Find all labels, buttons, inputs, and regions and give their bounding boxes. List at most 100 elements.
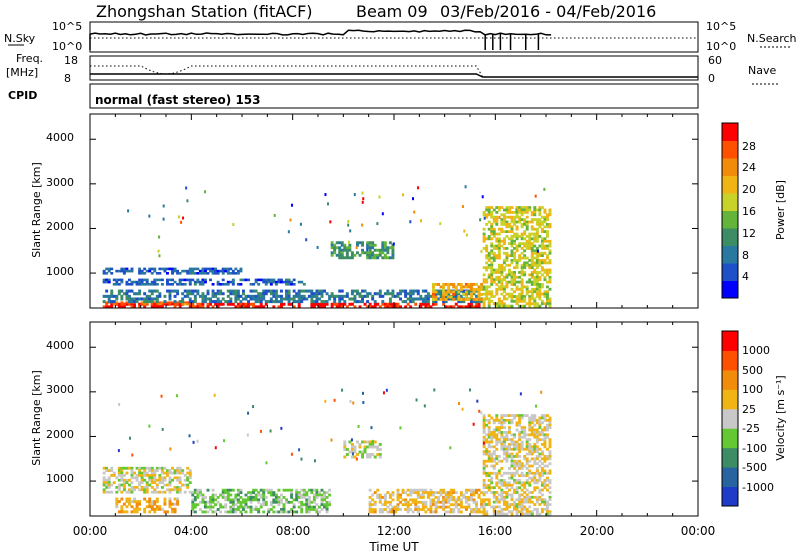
heatmap-cell [353,455,357,459]
heatmap-cell [447,498,451,502]
heatmap-cell [447,500,451,504]
heatmap-cell [219,269,223,273]
heatmap-cell [191,493,195,497]
heatmap-cell [178,300,182,304]
heatmap-cell [117,471,121,475]
heatmap-cell [183,294,187,298]
heatmap-cell [515,210,519,214]
heatmap-cell [546,247,549,250]
heatmap-cell [115,301,119,304]
heatmap-cell [426,297,430,301]
heatmap-cell [485,292,489,296]
heatmap-cell [513,232,516,236]
heatmap-cell [543,220,547,224]
heatmap-cell [505,251,509,255]
heatmap-cell [125,466,129,470]
heatmap-cell [300,294,304,298]
heatmap-cell [209,297,212,301]
heatmap-cell [454,498,458,502]
heatmap-cell [419,302,423,306]
heatmap-cell [518,435,522,439]
heatmap-cell [459,500,463,504]
heatmap-cell [259,503,263,507]
heatmap-cell [376,488,380,492]
heatmap-cell [513,278,516,282]
heatmap-cell [186,483,190,487]
heatmap-cell [485,237,489,241]
heatmap-cell [361,294,364,298]
heatmap-cell [548,457,552,461]
heatmap-cell [548,426,552,429]
heatmap-cell [459,289,463,293]
heatmap-cell [262,491,266,495]
heatmap-cell [444,298,448,301]
heatmap-cell [340,243,344,247]
heatmap-cell [533,232,537,236]
heatmap-cell [528,299,532,303]
heatmap-cell [221,302,225,306]
heatmap-cell [510,249,514,253]
heatmap-cell [247,411,250,415]
heatmap-cell [457,305,461,309]
heatmap-cell [105,485,109,489]
heatmap-cell [472,422,475,426]
heatmap-cell [459,282,463,286]
heatmap-cell [267,278,271,282]
heatmap-cell [429,491,433,495]
heatmap-cell [508,222,511,226]
heatmap-cell [353,305,357,309]
heatmap-cell [510,297,514,301]
heatmap-cell [449,297,453,301]
heatmap-cell [492,510,496,514]
power-colorbar-label: Power [dB] [774,180,787,240]
heatmap-cell [520,440,524,444]
heatmap-cell [530,218,534,221]
heatmap-cell [295,498,299,502]
heatmap-cell [345,246,349,250]
heatmap-cell [490,210,494,214]
heatmap-cell [320,305,324,309]
heatmap-cell [350,251,354,255]
heatmap-cell [135,500,139,504]
heatmap-cell [546,232,549,236]
heatmap-cell [439,493,443,497]
heatmap-cell [160,476,164,480]
heatmap-cell [307,508,311,511]
heatmap-cell [461,407,464,411]
heatmap-cell [130,289,134,293]
heatmap-cell [312,508,316,511]
heatmap-cell [513,266,516,270]
heatmap-cell [505,414,509,417]
heatmap-cell [540,433,544,437]
heatmap-cell [472,290,476,294]
heatmap-cell [191,498,195,502]
heatmap-cell [487,213,491,217]
heatmap-cell [391,510,395,514]
heatmap-cell [257,491,261,495]
heatmap-cell [520,247,524,250]
heatmap-cell [315,294,319,298]
heatmap-cell [191,269,195,273]
heatmap-cell [472,508,476,511]
heatmap-cell [161,427,164,431]
heatmap-cell [196,289,200,293]
heatmap-cell [444,500,448,504]
heatmap-cell [543,455,547,458]
heatmap-cell [386,500,390,504]
heatmap-cell [464,282,468,286]
heatmap-cell [394,294,397,298]
heatmap-cell [525,285,529,289]
heatmap-cell [330,302,334,306]
heatmap-cell [523,297,527,301]
heatmap-cell [487,486,491,490]
heatmap-cell [368,508,372,511]
heatmap-cell [515,447,519,451]
heatmap-cell [548,479,552,482]
heatmap-cell [399,297,402,301]
heatmap-cell [520,474,524,478]
heatmap-cell [439,294,443,298]
heatmap-cell [168,267,172,271]
heatmap-cell [492,486,496,490]
heatmap-cell [110,294,114,298]
heatmap-cell [487,483,491,487]
